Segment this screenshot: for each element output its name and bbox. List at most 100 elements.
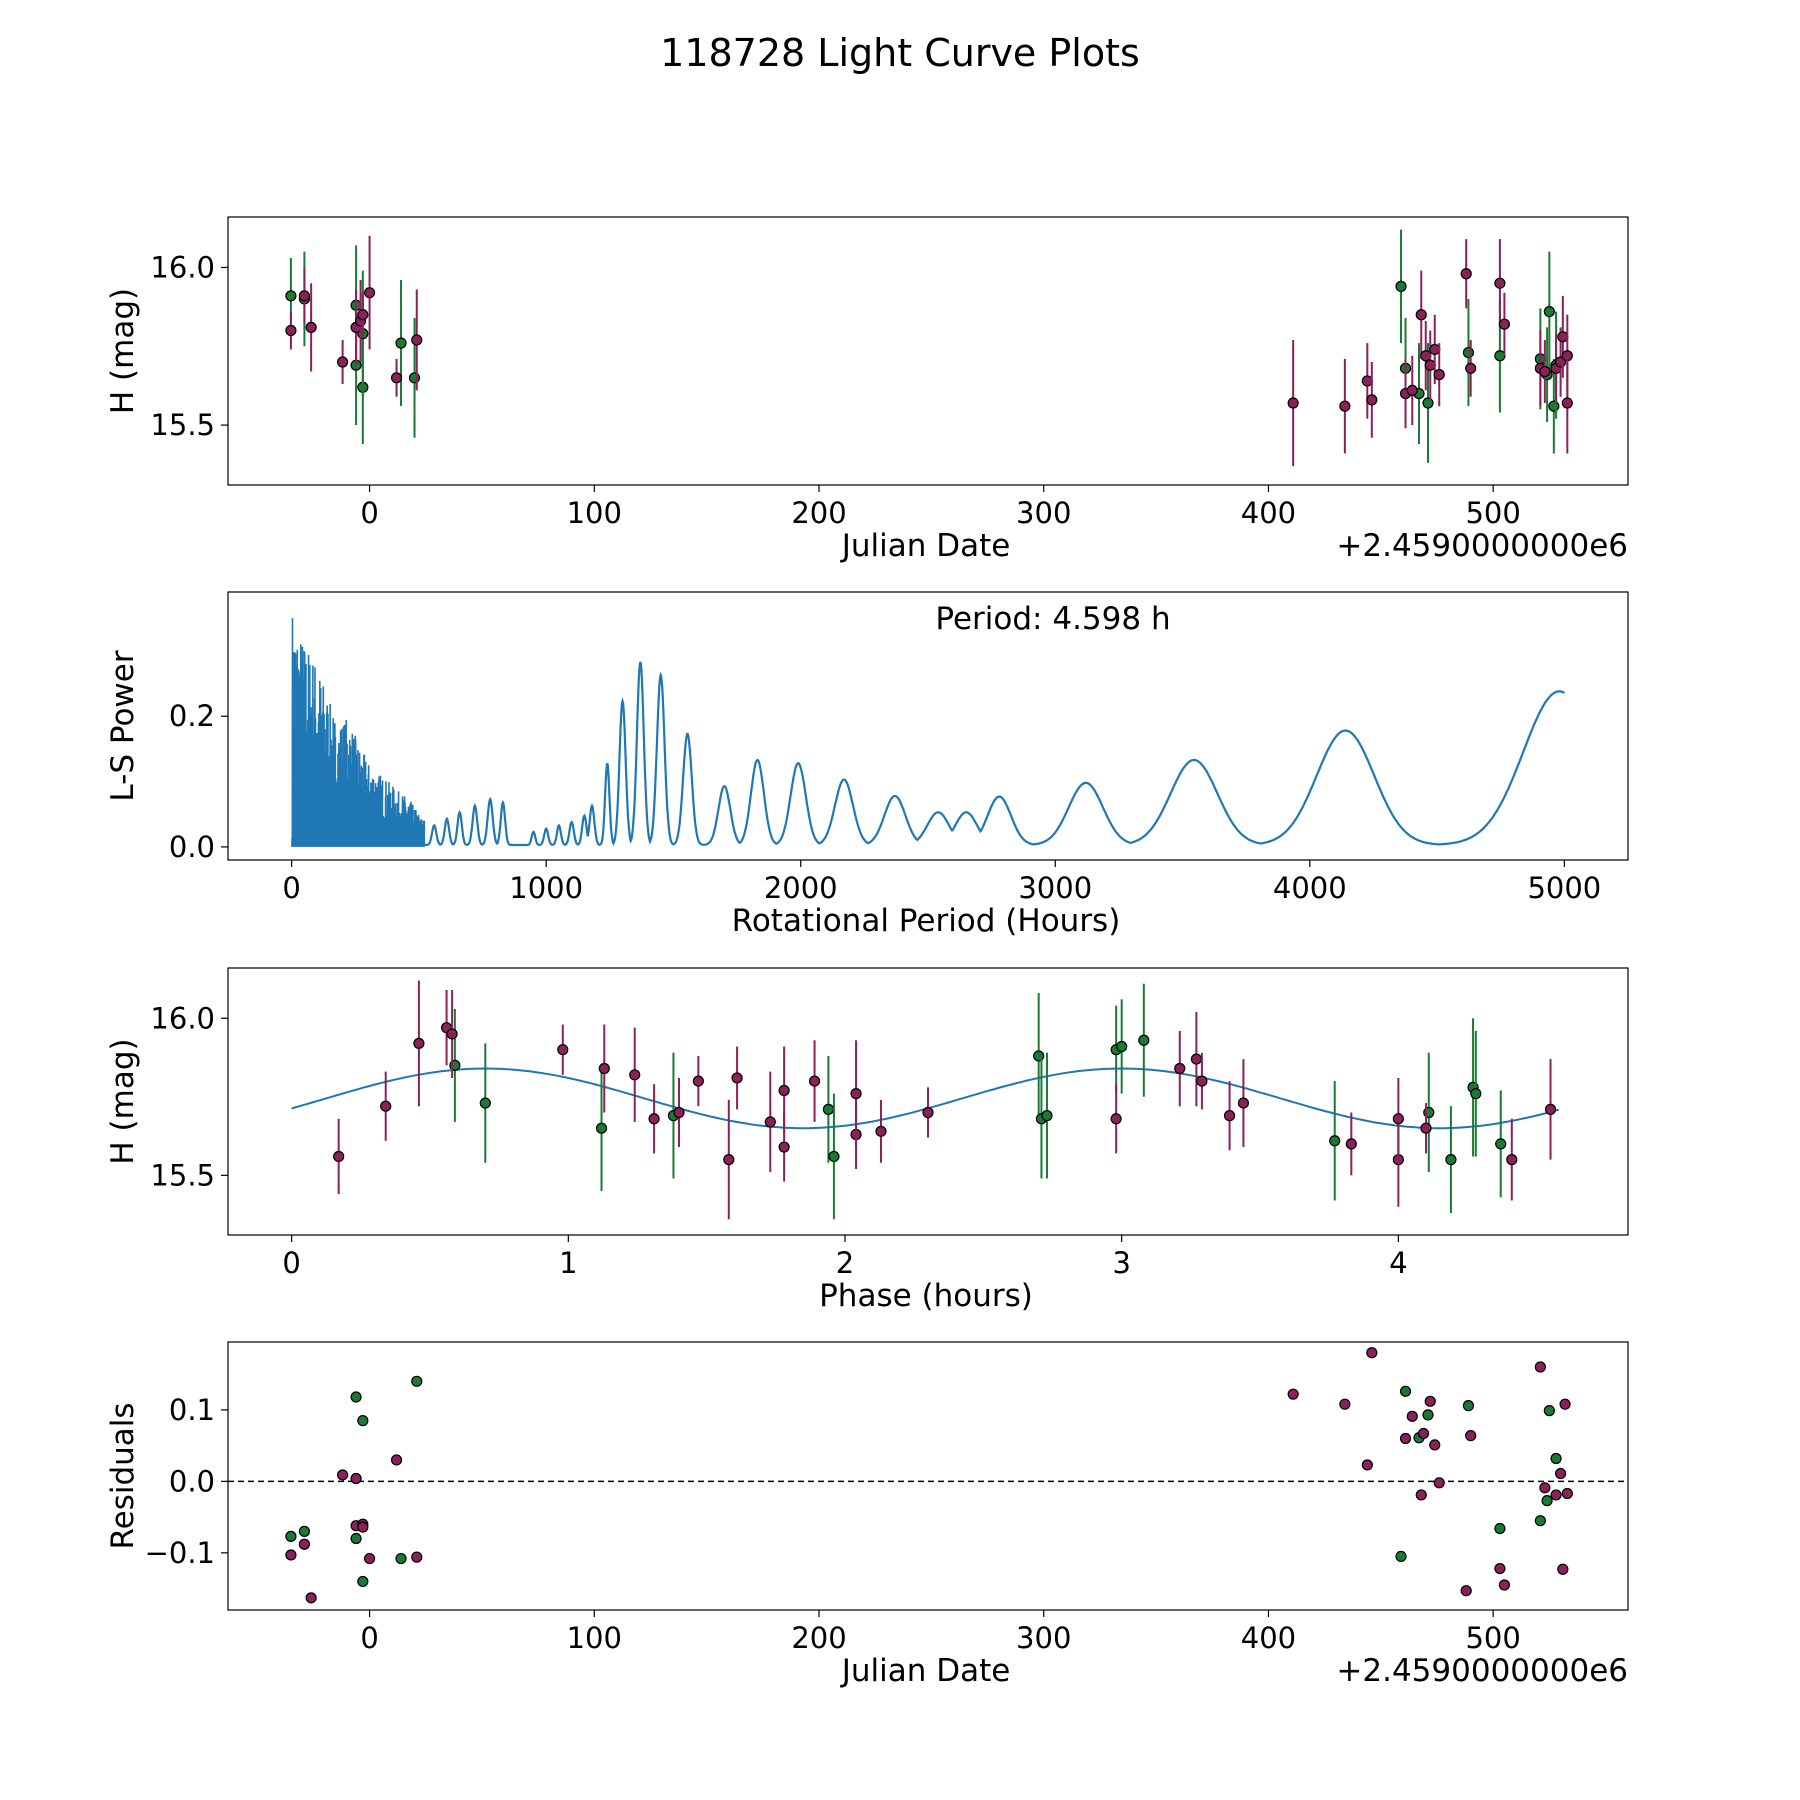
light-curve-xtick-label: 0 (360, 496, 378, 530)
light-curve-point (1548, 400, 1560, 412)
residuals-point (1561, 1487, 1573, 1500)
phase-plot-frame (227, 967, 1629, 1236)
light-curve-point (357, 309, 369, 321)
phase-plot-point (1445, 1154, 1457, 1166)
light-curve-xtick-label: 500 (1465, 496, 1520, 530)
phase-plot-point (1544, 1103, 1557, 1115)
figure-title: 118728 Light Curve Plots (660, 31, 1140, 75)
phase-plot-point (1495, 1138, 1507, 1150)
phase-plot-point (673, 1106, 685, 1119)
light-curve-point (337, 356, 349, 368)
phase-plot-ylabel: H (mag) (105, 1038, 141, 1164)
phase-plot-xtick-label: 4 (1389, 1246, 1407, 1280)
residuals-point (1462, 1400, 1475, 1412)
residuals-panel: 0 100 200 300 400 500 −0.1 0.0 0.1 Julian Date Res… (105, 1341, 1629, 1689)
phase-plot-point (850, 1088, 862, 1100)
residuals-x-offset: +2.4590000000e6 (1336, 1653, 1628, 1689)
residuals-data (228, 1347, 1628, 1604)
phase-plot-ytick-label: 16.0 (150, 1001, 215, 1035)
phase-plot-point (380, 1100, 392, 1112)
phase-plot-point (1110, 1113, 1122, 1125)
light-curve-ytick-label: 16.0 (150, 250, 215, 284)
residuals-point (350, 1391, 362, 1403)
light-curve-xtick-label: 200 (791, 496, 846, 530)
phase-plot-point (1138, 1034, 1150, 1046)
residuals-ytick-label: −0.1 (145, 1536, 215, 1570)
residuals-xlabel: Julian Date (840, 1653, 1011, 1689)
periodogram-xtick-label: 5000 (1527, 871, 1601, 905)
phase-plot-point (875, 1125, 887, 1137)
phase-plot-point (1190, 1053, 1202, 1065)
light-curve-xtick-label: 400 (1241, 496, 1296, 530)
residuals-point (285, 1549, 297, 1561)
light-curve-point (285, 324, 297, 337)
residuals-point (1399, 1432, 1412, 1445)
residuals-point (1543, 1405, 1555, 1417)
phase-plot-point (598, 1062, 610, 1075)
light-curve-point (390, 372, 403, 384)
residuals-point (395, 1552, 407, 1565)
light-curve-frame (227, 216, 1629, 486)
residuals-point (350, 1472, 362, 1485)
residuals-point (1366, 1347, 1378, 1359)
residuals-point (1424, 1395, 1436, 1407)
phase-plot-data (291, 980, 1560, 1220)
residuals-point (1460, 1585, 1472, 1597)
light-curve-point (305, 321, 317, 333)
residuals-point (1550, 1452, 1562, 1465)
residuals-xtick-label: 400 (1241, 1621, 1296, 1655)
residuals-point (1399, 1385, 1412, 1397)
phase-plot-point (446, 1028, 458, 1040)
phase-plot-point (479, 1097, 491, 1109)
residuals-point (1559, 1398, 1571, 1410)
phase-model-curve (291, 1067, 1560, 1130)
residuals-point (411, 1551, 423, 1563)
residuals-point (1557, 1563, 1569, 1575)
residuals-point (1361, 1459, 1373, 1471)
phase-plot-point (557, 1044, 569, 1056)
light-curve-point (408, 372, 421, 384)
phase-plot-point (1392, 1113, 1404, 1125)
residuals-xtick-label: 200 (791, 1621, 846, 1655)
phase-plot-xtick-label: 1 (559, 1246, 577, 1280)
phase-plot-point (764, 1116, 776, 1128)
residuals-xtick-label: 500 (1465, 1621, 1520, 1655)
phase-plot-point (1196, 1075, 1208, 1087)
phase-plot-point (1033, 1050, 1045, 1062)
light-curve-panel: 0 100 200 300 400 500 15.5 16.0 Julian Date H (ma… (105, 216, 1629, 564)
phase-plot-ytick-label: 15.5 (150, 1158, 215, 1192)
residuals-point (1406, 1410, 1418, 1422)
residuals-point (1287, 1388, 1299, 1400)
phase-plot-point (1041, 1110, 1053, 1122)
periodogram-frame (227, 591, 1629, 861)
light-curve-point (1539, 365, 1551, 378)
residuals-point (1494, 1522, 1506, 1535)
light-curve-point (1465, 362, 1477, 374)
residuals-point (337, 1469, 349, 1481)
residuals-point (411, 1375, 423, 1387)
periodogram-xtick-label: 3000 (1018, 871, 1092, 905)
residuals-point (1415, 1489, 1427, 1501)
phase-plot-point (648, 1113, 660, 1125)
residuals-point (390, 1454, 403, 1466)
residuals-point (285, 1530, 297, 1542)
phase-plot-point (808, 1075, 821, 1087)
light-curve-point (1462, 346, 1475, 359)
periodogram-xtick-label: 1000 (509, 871, 583, 905)
phase-plot-point (629, 1069, 641, 1081)
light-curve-point (1494, 277, 1506, 289)
phase-plot-point (1174, 1062, 1186, 1075)
periodogram-panel: 0 1000 2000 3000 4000 5000 0.0 0.2 Rotational Pe… (105, 591, 1629, 939)
residuals-point (1498, 1579, 1511, 1591)
light-curve-point (1366, 394, 1378, 406)
light-curve-ylabel: H (mag) (105, 288, 141, 414)
light-curve-xtick-label: 100 (567, 496, 622, 530)
periodogram-xtick-label: 2000 (764, 871, 838, 905)
phase-plot-point (1345, 1138, 1357, 1150)
phase-plot-point (1329, 1135, 1341, 1147)
residuals-point (1339, 1398, 1351, 1410)
residuals-ytick-label: 0.0 (169, 1464, 215, 1498)
residuals-point (1429, 1439, 1441, 1451)
light-curve-ytick-label: 15.5 (150, 408, 215, 442)
